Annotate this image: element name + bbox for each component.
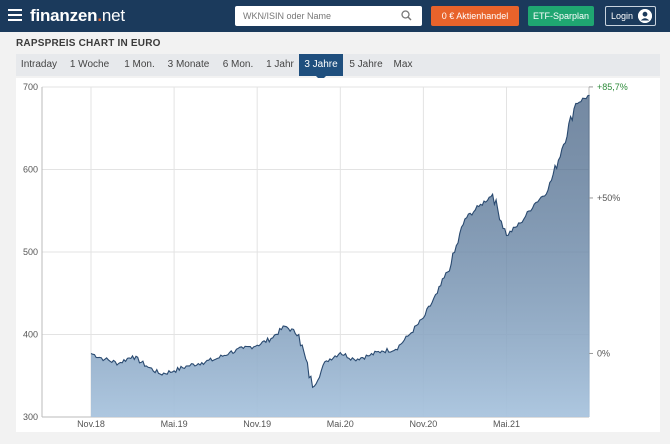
- y-tick-label: 400: [23, 330, 38, 340]
- tab-intraday[interactable]: Intraday: [20, 59, 58, 70]
- tab-max[interactable]: Max: [393, 59, 413, 70]
- top-navigation-bar: finanzen.net 0 € Aktienhandel ETF-Sparpl…: [0, 0, 670, 32]
- hamburger-icon[interactable]: [8, 9, 22, 21]
- x-tick-label: Mai.20: [327, 419, 354, 429]
- tab-3-monate[interactable]: 3 Monate: [167, 59, 210, 70]
- search-input[interactable]: [235, 6, 385, 26]
- logo[interactable]: finanzen.net: [30, 6, 125, 25]
- x-tick-label: Mai.21: [493, 419, 520, 429]
- tab-3-jahre[interactable]: 3 Jahre: [299, 54, 343, 81]
- chart-svg: 300 400 500 600 700 Nov.18 Mai.19 Nov.19 Mai.20 N…: [23, 82, 628, 429]
- login-label: Login: [611, 11, 634, 21]
- tab-5-jahre[interactable]: 5 Jahre: [349, 59, 383, 70]
- tab-1-woche[interactable]: 1 Woche: [69, 59, 110, 70]
- stock-trading-button[interactable]: 0 € Aktienhandel: [431, 6, 519, 26]
- percent-tick-label: 0%: [597, 348, 610, 358]
- percent-tick-label: +85,7%: [597, 82, 628, 92]
- login-button[interactable]: Login: [605, 6, 656, 26]
- x-tick-label: Nov.19: [243, 419, 271, 429]
- price-area: [91, 95, 590, 418]
- x-tick-label: Nov.20: [409, 419, 437, 429]
- y-tick-label: 300: [23, 412, 38, 422]
- user-icon: [638, 9, 652, 23]
- time-range-tabs: Intraday 1 Woche 1 Mon. 3 Monate 6 Mon. 1 Jah…: [16, 54, 660, 81]
- search-icon[interactable]: [401, 10, 412, 21]
- y-tick-label: 500: [23, 247, 38, 257]
- x-tick-label: Nov.18: [77, 419, 105, 429]
- tab-1-mon[interactable]: 1 Mon.: [124, 59, 155, 70]
- tab-6-mon[interactable]: 6 Mon.: [222, 59, 254, 70]
- tab-1-jahr[interactable]: 1 Jahr: [266, 59, 294, 70]
- y-tick-label: 700: [23, 82, 38, 92]
- y-tick-label: 600: [23, 165, 38, 175]
- price-chart: 300 400 500 600 700 Nov.18 Mai.19 Nov.19 Mai.20 N…: [16, 78, 660, 432]
- x-tick-label: Mai.19: [161, 419, 188, 429]
- etf-savings-plan-button[interactable]: ETF-Sparplan: [528, 6, 594, 26]
- price-line: [90, 94, 590, 389]
- search-box: [235, 6, 422, 26]
- page-title: RAPSPREIS CHART IN EURO: [16, 38, 161, 49]
- percent-tick-label: +50%: [597, 193, 620, 203]
